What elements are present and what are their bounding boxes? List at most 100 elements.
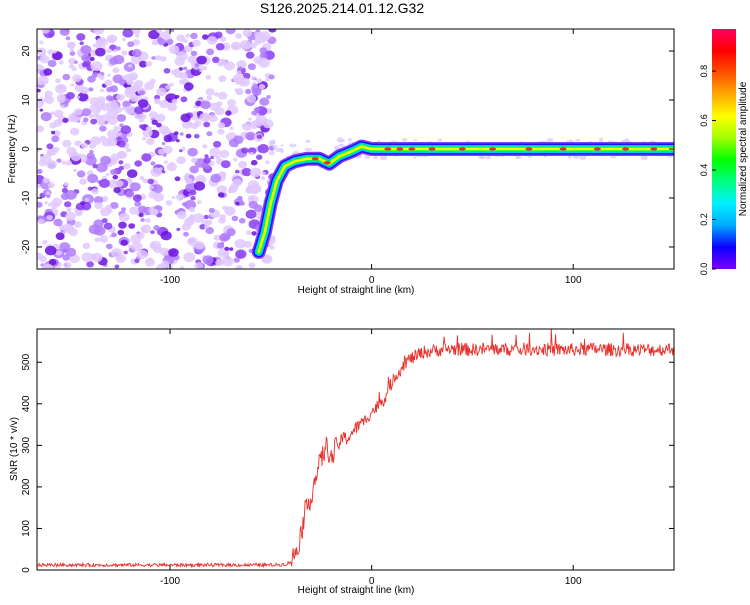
noise-blob — [46, 143, 54, 150]
ridge-haze — [334, 145, 340, 150]
noise-blob — [89, 97, 100, 106]
noise-blob — [125, 190, 135, 198]
noise-blob — [121, 50, 128, 56]
noise-blob — [41, 263, 54, 269]
noise-blob — [106, 48, 112, 54]
noise-blob — [111, 232, 117, 238]
noise-blob — [142, 178, 149, 184]
ridge-peak — [559, 147, 567, 151]
x-tick-label: 0 — [369, 275, 375, 286]
noise-blob — [123, 250, 128, 255]
noise-blob — [125, 86, 134, 94]
x-tick-label: -100 — [160, 275, 180, 286]
noise-blob — [128, 223, 136, 229]
x-tick-label: 100 — [565, 576, 582, 587]
noise-blob — [48, 202, 53, 207]
noise-blob — [249, 42, 257, 49]
noise-blob — [216, 101, 223, 107]
noise-blob — [224, 61, 235, 71]
noise-blob — [218, 91, 228, 100]
noise-blob — [37, 169, 43, 174]
noise-blob — [145, 61, 153, 67]
x-tick-label: 0 — [369, 576, 375, 587]
noise-blob — [180, 265, 184, 269]
colorbar: 0.0 0.2 0.4 0.6 0.8 Normalized spectral ampl… — [699, 29, 749, 275]
noise-blob — [89, 143, 96, 150]
noise-blob — [115, 180, 124, 188]
noise-blob — [74, 221, 82, 228]
noise-blob — [258, 31, 271, 41]
noise-blob — [115, 46, 121, 51]
noise-blob — [42, 240, 48, 245]
noise-blob — [46, 194, 51, 198]
noise-blob — [107, 129, 119, 140]
ridge-haze — [599, 137, 604, 143]
noise-blob — [88, 87, 94, 92]
noise-blob — [193, 181, 206, 191]
noise-blob — [212, 56, 220, 63]
noise-blob — [81, 54, 91, 62]
noise-blob — [167, 103, 178, 112]
noise-blob — [241, 167, 252, 177]
ridge-peak — [622, 147, 630, 151]
noise-blob — [105, 95, 113, 102]
noise-blob — [138, 212, 144, 217]
noise-blob — [151, 119, 158, 126]
ridge-peak — [650, 147, 658, 151]
noise-blob — [183, 231, 189, 237]
noise-blob — [79, 178, 88, 185]
noise-blob — [128, 64, 133, 68]
noise-blob — [101, 218, 108, 224]
colorbar-ticks: 0.0 0.2 0.4 0.6 0.8 — [699, 65, 716, 275]
noise-blob — [139, 175, 145, 181]
noise-blob — [268, 74, 275, 80]
ridge-haze — [546, 137, 554, 143]
noise-blob — [52, 50, 57, 54]
noise-blob — [55, 232, 65, 240]
noise-blob — [104, 79, 113, 87]
ridge-haze — [437, 138, 443, 142]
noise-blob — [44, 201, 48, 205]
noise-blob — [229, 247, 234, 251]
noise-blob — [51, 135, 60, 143]
noise-blob — [118, 213, 130, 222]
noise-blob — [194, 262, 204, 269]
noise-blob — [81, 142, 89, 149]
noise-blob — [173, 68, 180, 74]
noise-blob — [38, 218, 45, 224]
noise-blob — [52, 51, 63, 61]
noise-blob — [245, 187, 254, 194]
noise-blob — [257, 144, 269, 154]
noise-blob — [60, 192, 70, 200]
noise-blob — [134, 201, 142, 207]
noise-blob — [62, 73, 71, 81]
noise-blob — [87, 75, 96, 83]
noise-blob — [176, 34, 185, 42]
noise-blob — [137, 99, 149, 108]
noise-blob — [213, 234, 221, 241]
noise-blob — [190, 32, 198, 40]
noise-blob — [107, 73, 111, 77]
noise-blob — [225, 29, 236, 35]
noise-blob — [93, 196, 104, 204]
noise-blob — [65, 160, 72, 166]
noise-blob — [203, 121, 211, 128]
noise-blob — [189, 189, 197, 196]
noise-blob — [190, 50, 198, 57]
noise-blob — [182, 202, 187, 207]
noise-blob — [103, 222, 113, 230]
noise-blob — [157, 38, 166, 46]
ridge-peak — [489, 147, 497, 151]
noise-blob — [166, 162, 177, 172]
noise-blob — [131, 49, 142, 58]
noise-blob — [253, 204, 263, 213]
noise-blob — [215, 43, 225, 51]
noise-blob — [176, 139, 180, 143]
noise-blob — [180, 96, 188, 103]
noise-blob — [126, 80, 133, 86]
noise-blob — [178, 67, 183, 71]
noise-blob — [246, 94, 257, 103]
ridge-haze — [280, 148, 284, 154]
